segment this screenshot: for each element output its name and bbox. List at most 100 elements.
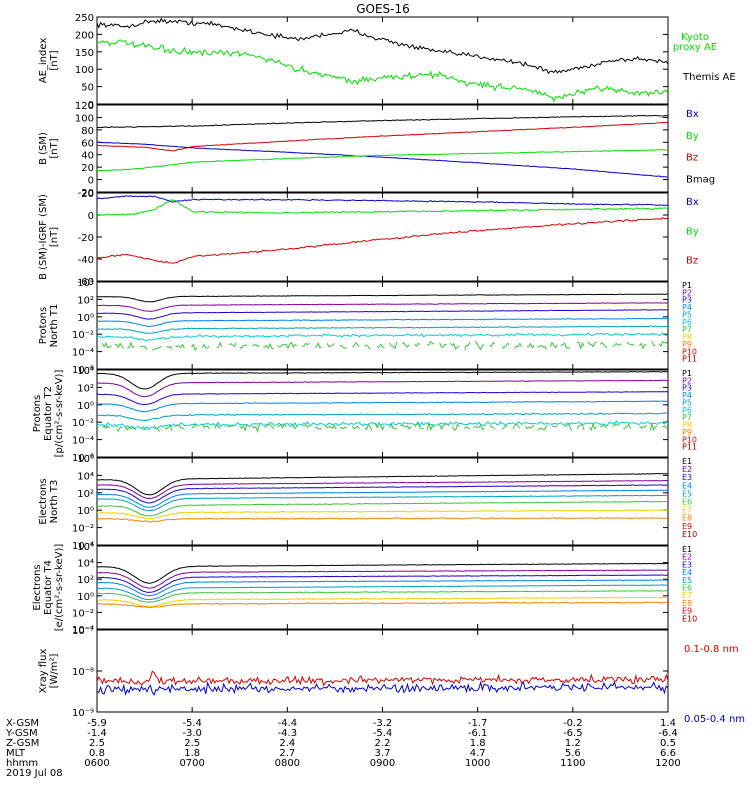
series-line-p7: [364, 344, 371, 350]
ephemeris-value: 2.5: [89, 738, 105, 749]
series-line-p7: [651, 340, 656, 347]
series-line-p7: [662, 424, 668, 429]
ephemeris-value: 4.7: [470, 748, 486, 759]
series-line-p7: [526, 342, 535, 349]
ephemeris-value: 2.4: [279, 738, 295, 749]
y-axis-label-line: B (SM)-IGRF (SM): [38, 194, 49, 280]
legend-entry: E7: [682, 591, 692, 600]
legend-entry: E3: [682, 560, 692, 569]
ephemeris-row-label: Y-GSM: [5, 728, 38, 739]
legend-entry: E3: [682, 473, 692, 482]
y-axis-label-line: B (SM): [38, 132, 49, 165]
y-tick-label: 10⁶: [77, 542, 94, 553]
series-line-p7: [166, 345, 173, 349]
y-tick-label: 150: [75, 48, 94, 59]
ephemeris-value: 0800: [275, 758, 300, 769]
y-axis-label-line: Electrons: [38, 478, 49, 524]
series-line-p7: [489, 342, 496, 348]
series-line-p7: [175, 423, 185, 430]
legend-entry: P3: [682, 296, 692, 305]
y-axis-label-line: Equator T2: [43, 386, 54, 441]
series-line-p7: [537, 424, 548, 431]
series-line-p7: [239, 424, 248, 432]
legend-entry: P7: [682, 413, 692, 422]
series-line-p7: [374, 423, 385, 432]
series-line-p2: [97, 379, 668, 398]
y-axis-label: ProtonsNorth T1: [38, 304, 60, 348]
legend-entry: Bx: [686, 197, 699, 208]
series-line-p7: [451, 423, 460, 431]
panel-xray: 10⁻⁹ 10⁻⁸ 10⁻⁷ Xray flux[W/m²] 0.1-0.8 nm 0.0…: [38, 626, 745, 725]
series-group: [97, 562, 668, 609]
y-tick-label: 10⁶: [77, 454, 94, 465]
series-line-0-05-0-4-nm: [97, 680, 668, 696]
series-line-p7: [560, 342, 571, 350]
series-line-p7: [262, 342, 274, 350]
series-line-p7: [114, 342, 125, 349]
series-line-p7: [191, 343, 198, 352]
y-axis-label: ElectronsNorth T3: [38, 478, 60, 524]
y-tick-label: 120: [75, 101, 94, 112]
series-line-p7: [302, 342, 310, 347]
series-line-p7: [400, 424, 412, 431]
legend-entry: Themis AE: [682, 72, 736, 83]
y-axis-label-line: [nT]: [49, 138, 60, 158]
series-line-p7: [649, 422, 658, 432]
series-line-e4: [97, 579, 668, 597]
ephemeris-value: -0.2: [563, 718, 583, 729]
ephemeris-row-label: X-GSM: [6, 718, 39, 729]
ephemeris-value: -5.4: [182, 718, 202, 729]
series-line-p5: [97, 412, 668, 422]
series-line-p7: [325, 424, 337, 430]
series-line-p7: [152, 345, 162, 351]
y-tick-label: 10²: [77, 575, 94, 586]
ephemeris-value: -6.1: [468, 728, 488, 739]
y-axis-label-line: North T1: [49, 304, 60, 348]
series-line-p7: [339, 426, 347, 430]
y-tick-label: -20: [78, 233, 94, 244]
ephemeris-value: -5.9: [87, 718, 107, 729]
series-group: [97, 370, 668, 433]
series-line-p7: [175, 343, 185, 349]
y-tick-label: 40: [81, 151, 94, 162]
series-line-p7: [514, 342, 523, 349]
legend-entry: 0.05-0.4 nm: [684, 714, 745, 725]
legend-entry: E6: [682, 584, 692, 593]
series-line-e7: [97, 596, 668, 608]
legend-entry: E10: [682, 530, 697, 539]
y-tick-label: 10⁻²: [72, 330, 94, 341]
series-line-p7: [589, 422, 598, 432]
y-tick-label: 10⁻⁸: [72, 667, 94, 678]
legend-entry: E1: [682, 457, 692, 466]
y-tick-label: 100: [75, 113, 94, 124]
series-line-e8: [97, 516, 668, 523]
legend-entry: E4: [682, 481, 692, 490]
series-line-p7: [127, 341, 135, 349]
y-tick-label: 20: [81, 189, 94, 200]
legend-entry: E5: [682, 489, 692, 498]
y-tick-label: 10⁻⁹: [72, 708, 94, 719]
chart-title: GOES-16: [356, 2, 410, 16]
series-line-e6: [97, 590, 668, 603]
series-line-p7: [414, 422, 424, 430]
series-line-e1: [97, 562, 668, 584]
series-line-p7: [116, 426, 123, 432]
y-axis-label: ElectronsEquator T4[e/(cm²-s-sr-keV)]: [32, 544, 65, 632]
legend-entry: Bz: [686, 256, 698, 267]
legend-entry: P6: [682, 406, 692, 415]
y-axis-label: B (SM)[nT]: [38, 132, 60, 165]
y-axis-label-line: [W/m²]: [49, 653, 60, 688]
y-tick-label: 10⁴: [77, 278, 94, 289]
y-tick-label: 10²: [77, 383, 94, 394]
legend-entry: P2: [682, 288, 692, 297]
y-axis-label-line: Electrons: [32, 564, 43, 610]
legend-entry: E1: [682, 545, 692, 554]
panel-frame: [96, 192, 669, 282]
legend-entry: P10: [682, 347, 697, 356]
y-axis-label-line: [nT]: [49, 227, 60, 247]
y-tick-label: 10⁴: [77, 471, 94, 482]
ephemeris-value: -3.2: [373, 718, 393, 729]
series-line-p7: [125, 426, 137, 431]
ephemeris-value: -6.4: [658, 728, 678, 739]
